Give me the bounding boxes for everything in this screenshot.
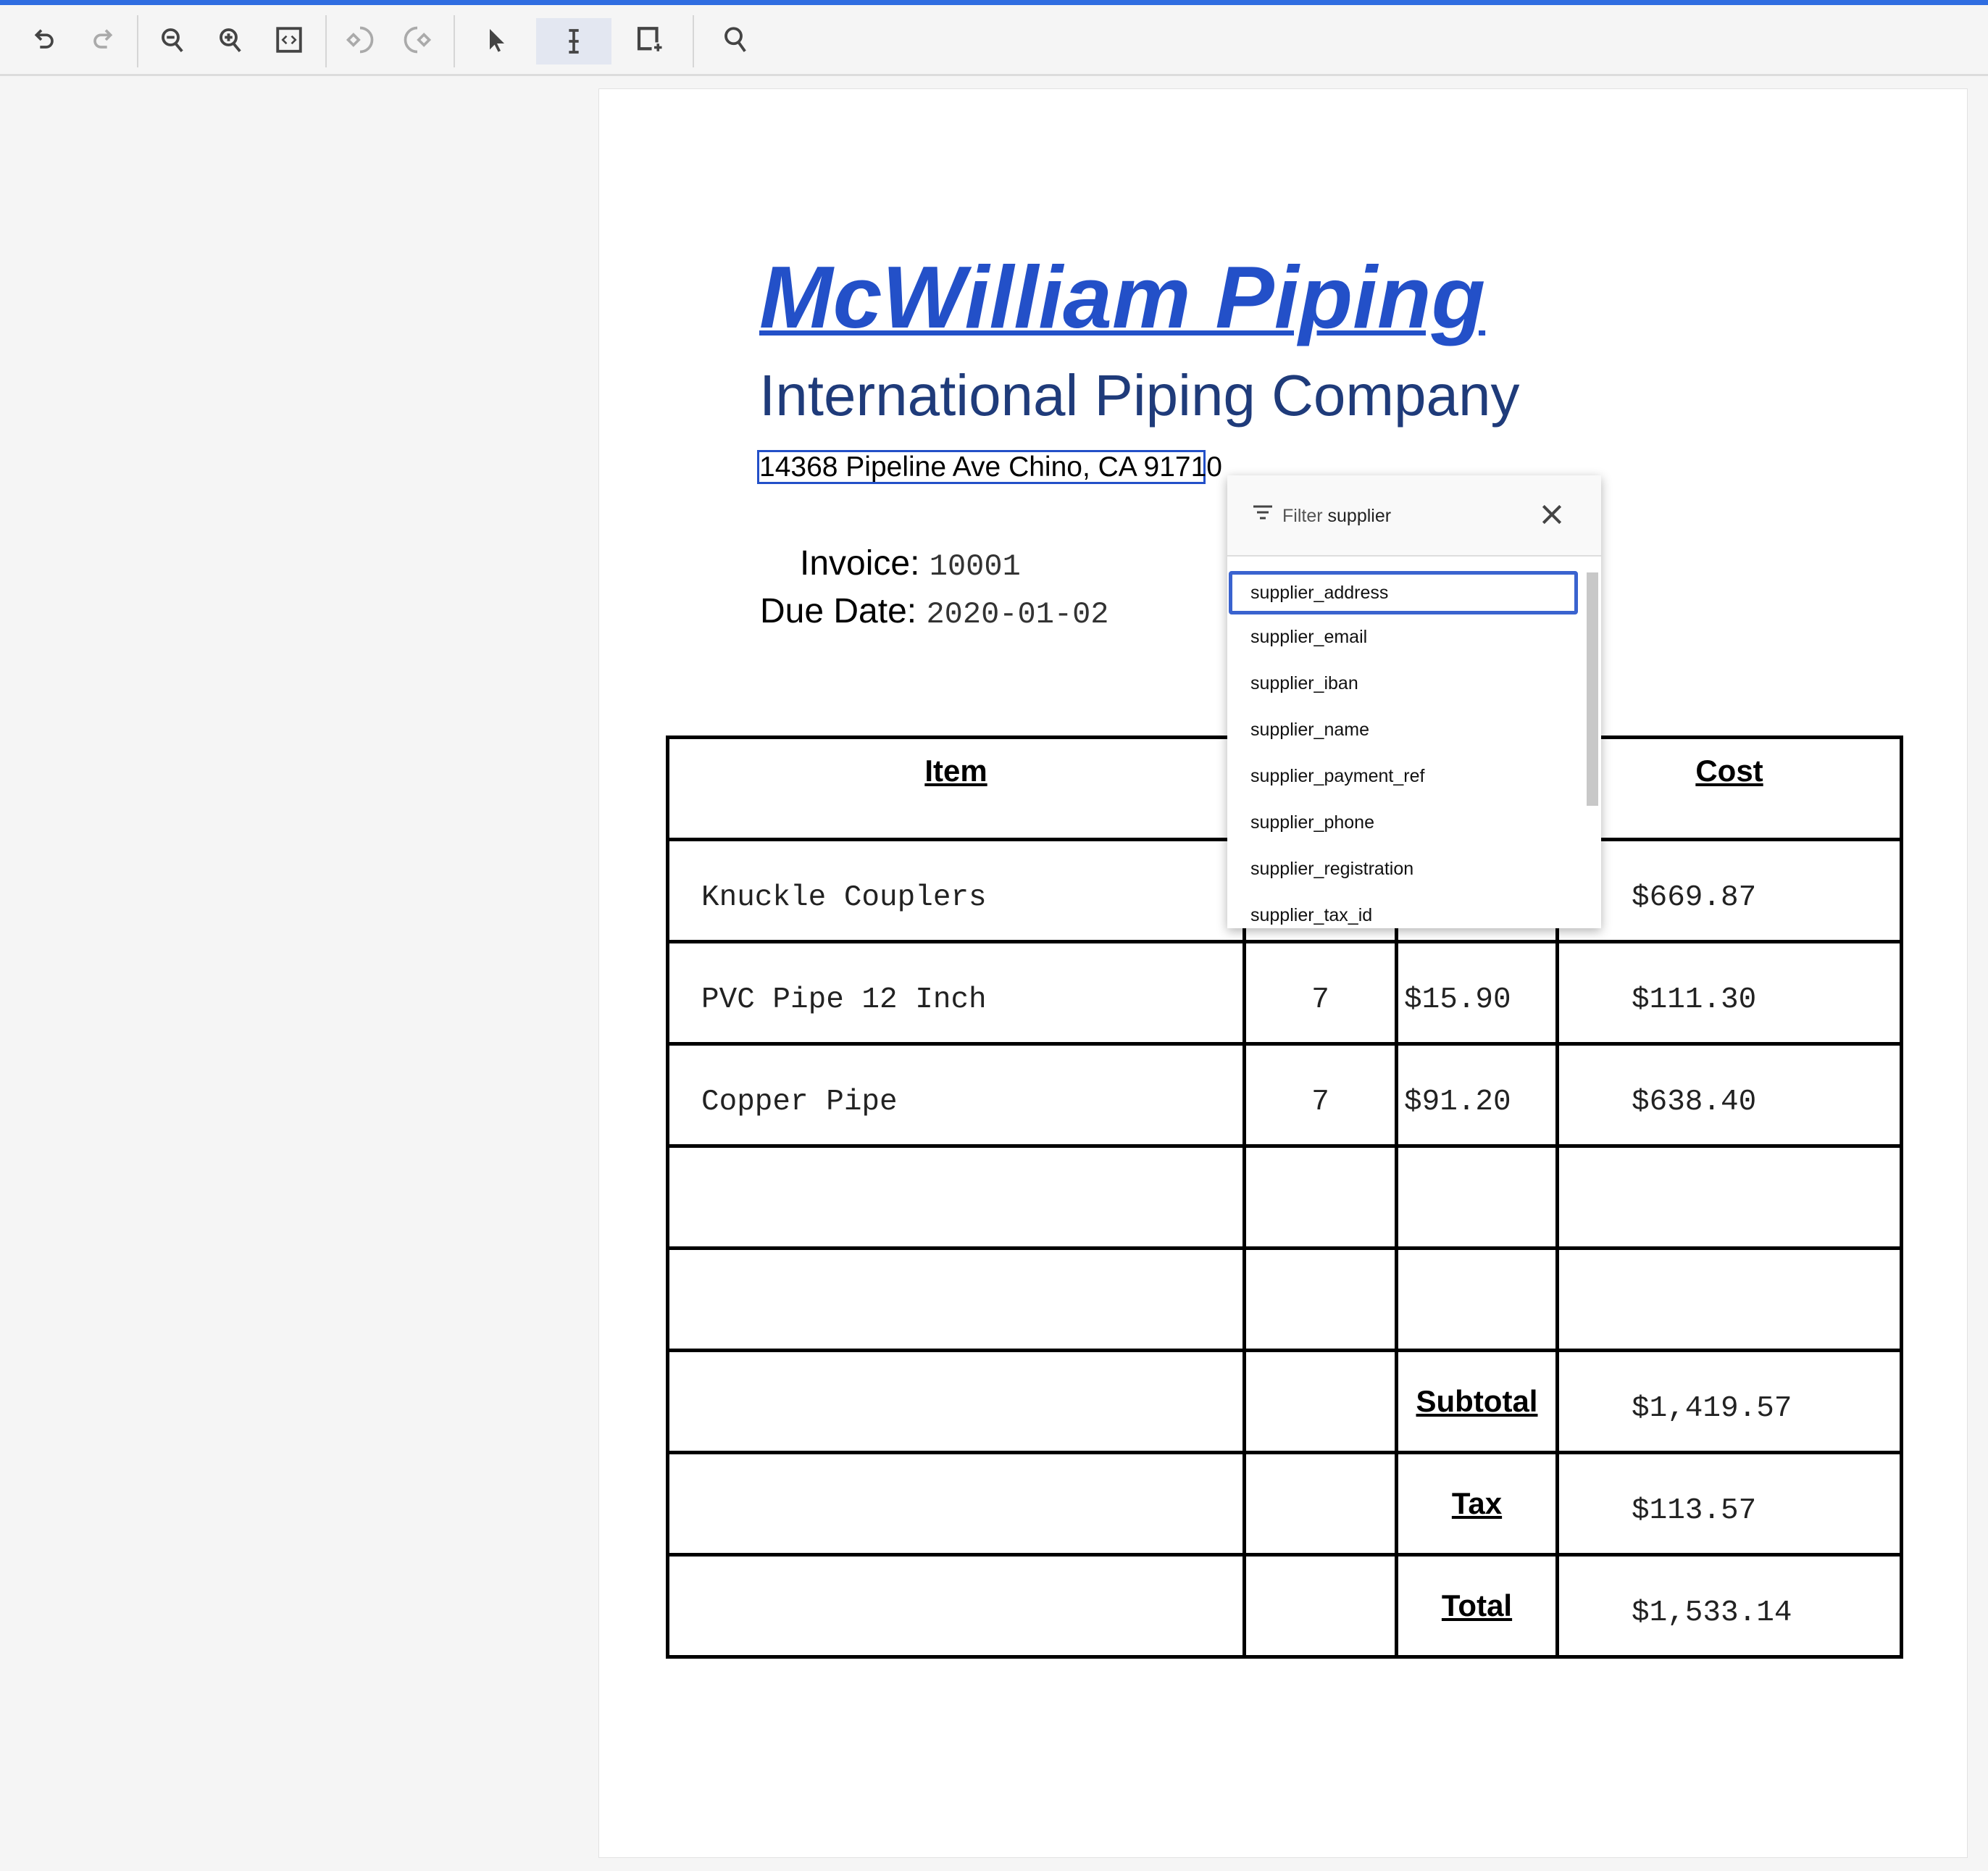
due-date-line: Due Date: 2020-01-02 bbox=[760, 591, 1109, 632]
total-row: Total $1,533.14 bbox=[666, 1553, 1903, 1659]
option-supplier-iban[interactable]: supplier_iban bbox=[1250, 673, 1358, 693]
company-subtitle: International Piping Company bbox=[759, 363, 1520, 428]
header-item: Item bbox=[666, 736, 1246, 841]
redo-icon[interactable] bbox=[80, 18, 124, 62]
tax-row: Tax $113.57 bbox=[666, 1451, 1903, 1557]
due-date-label: Due Date: bbox=[760, 592, 917, 630]
rotate-left-icon[interactable] bbox=[338, 18, 382, 62]
table-row: Copper Pipe 7 $91.20 $638.40 bbox=[666, 1042, 1903, 1148]
text-select-icon[interactable] bbox=[536, 18, 611, 64]
option-supplier-registration[interactable]: supplier_registration bbox=[1250, 859, 1414, 879]
option-supplier-phone[interactable]: supplier_phone bbox=[1250, 812, 1374, 833]
search-icon[interactable] bbox=[714, 18, 758, 62]
zoom-out-icon[interactable] bbox=[151, 18, 195, 62]
option-supplier-email[interactable]: supplier_email bbox=[1250, 627, 1368, 647]
option-supplier-payment-ref[interactable]: supplier_payment_ref bbox=[1250, 766, 1425, 786]
invoice-line: Invoice: 10001 bbox=[800, 543, 1021, 584]
table-row-empty bbox=[666, 1246, 1903, 1352]
fit-page-icon[interactable] bbox=[267, 18, 311, 62]
company-title: McWilliam Piping bbox=[759, 248, 1486, 346]
subtotal-row: Subtotal $1,419.57 bbox=[666, 1349, 1903, 1454]
dropdown-scrollbar[interactable] bbox=[1587, 572, 1598, 806]
top-accent-bar bbox=[0, 0, 1988, 5]
invoice-label: Invoice: bbox=[800, 544, 920, 583]
pointer-icon[interactable] bbox=[475, 18, 519, 62]
due-date-value: 2020-01-02 bbox=[926, 597, 1109, 632]
address-selection[interactable]: 14368 Pipeline Ave Chino, CA 91710 bbox=[757, 450, 1222, 484]
filter-icon bbox=[1252, 504, 1274, 525]
add-region-icon[interactable] bbox=[627, 18, 671, 62]
header-cost: Cost bbox=[1555, 736, 1903, 841]
close-icon[interactable] bbox=[1537, 500, 1566, 533]
table-row-empty bbox=[666, 1144, 1903, 1250]
filter-header: Filter supplier bbox=[1227, 475, 1601, 557]
table-row: PVC Pipe 12 Inch 7 $15.90 $111.30 bbox=[666, 940, 1903, 1046]
invoice-value: 10001 bbox=[929, 549, 1021, 584]
undo-icon[interactable] bbox=[23, 18, 67, 62]
option-supplier-address[interactable]: supplier_address bbox=[1229, 571, 1578, 614]
filter-input[interactable]: Filter supplier bbox=[1282, 506, 1392, 526]
toolbar bbox=[0, 5, 1988, 76]
rotate-right-icon[interactable] bbox=[396, 18, 439, 62]
option-supplier-name[interactable]: supplier_name bbox=[1250, 720, 1369, 740]
zoom-in-icon[interactable] bbox=[209, 18, 253, 62]
field-dropdown: Filter supplier supplier_address supplie… bbox=[1227, 475, 1601, 928]
option-supplier-tax-id[interactable]: supplier_tax_id bbox=[1250, 905, 1373, 925]
